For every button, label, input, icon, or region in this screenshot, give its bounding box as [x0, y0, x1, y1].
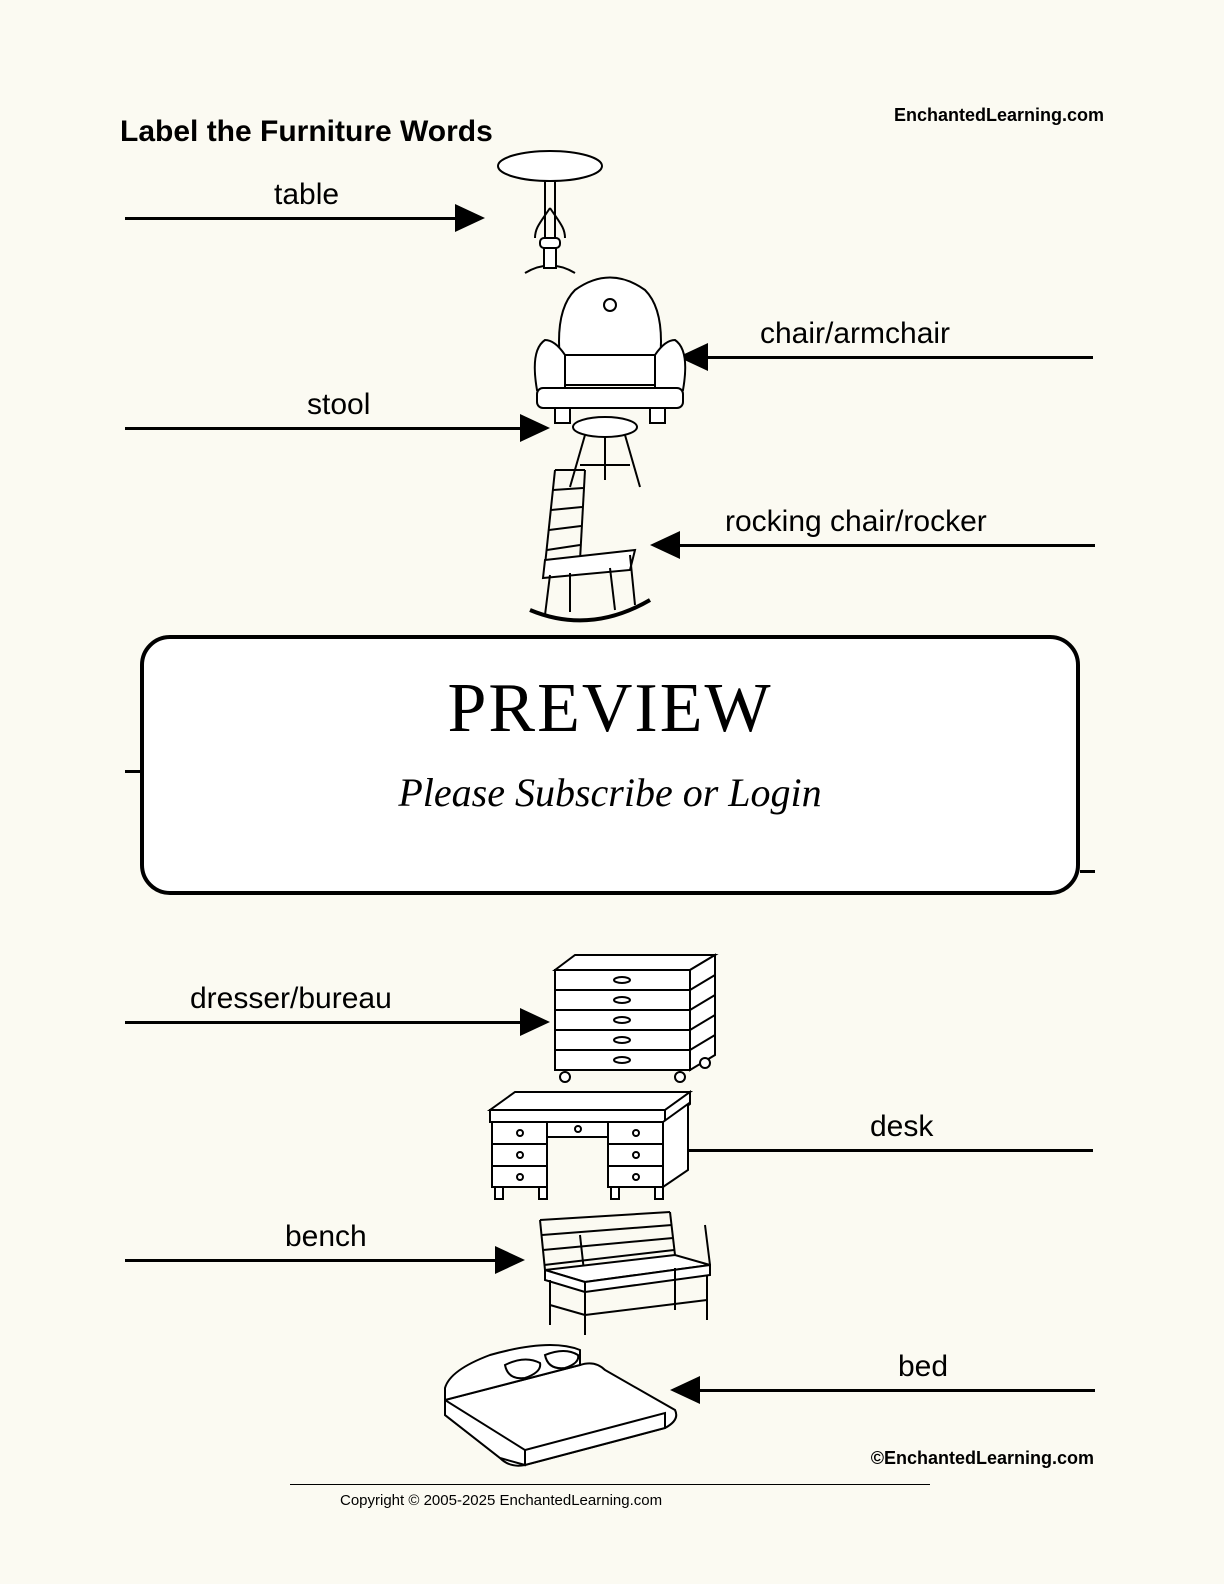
line-bench — [125, 1259, 495, 1262]
dresser-icon — [545, 945, 725, 1085]
label-desk: desk — [870, 1110, 933, 1144]
line-armchair — [708, 356, 1093, 359]
stub-line-right — [1080, 870, 1095, 873]
label-table: table — [274, 178, 339, 212]
bed-icon — [430, 1330, 690, 1480]
copyright-badge: ©EnchantedLearning.com — [871, 1448, 1094, 1469]
line-desk — [688, 1149, 1093, 1152]
label-dresser: dresser/bureau — [190, 982, 392, 1016]
label-bench: bench — [285, 1220, 367, 1254]
footer-rule — [290, 1484, 930, 1485]
stub-line-left — [125, 770, 140, 773]
label-bed: bed — [898, 1350, 948, 1384]
label-stool: stool — [307, 388, 370, 422]
copyright-line: Copyright © 2005-2025 EnchantedLearning.… — [340, 1492, 662, 1509]
label-rocking-chair: rocking chair/rocker — [725, 505, 987, 539]
bench-icon — [525, 1210, 725, 1340]
line-dresser — [125, 1021, 520, 1024]
armchair-icon — [525, 270, 695, 430]
preview-title: PREVIEW — [144, 669, 1076, 749]
rocking-chair-icon — [515, 460, 665, 630]
preview-overlay: PREVIEW Please Subscribe or Login — [140, 635, 1080, 895]
arrow-right-icon — [520, 414, 550, 442]
line-rocking-chair — [680, 544, 1095, 547]
desk-icon — [480, 1080, 700, 1210]
line-stool — [125, 427, 520, 430]
site-name: EnchantedLearning.com — [894, 105, 1104, 126]
table-icon — [490, 148, 610, 278]
page-title: Label the Furniture Words — [120, 115, 493, 149]
arrow-right-icon — [455, 204, 485, 232]
line-table — [125, 217, 455, 220]
arrow-right-icon — [495, 1246, 525, 1274]
preview-subtitle: Please Subscribe or Login — [144, 769, 1076, 816]
label-armchair: chair/armchair — [760, 317, 950, 351]
line-bed — [700, 1389, 1095, 1392]
